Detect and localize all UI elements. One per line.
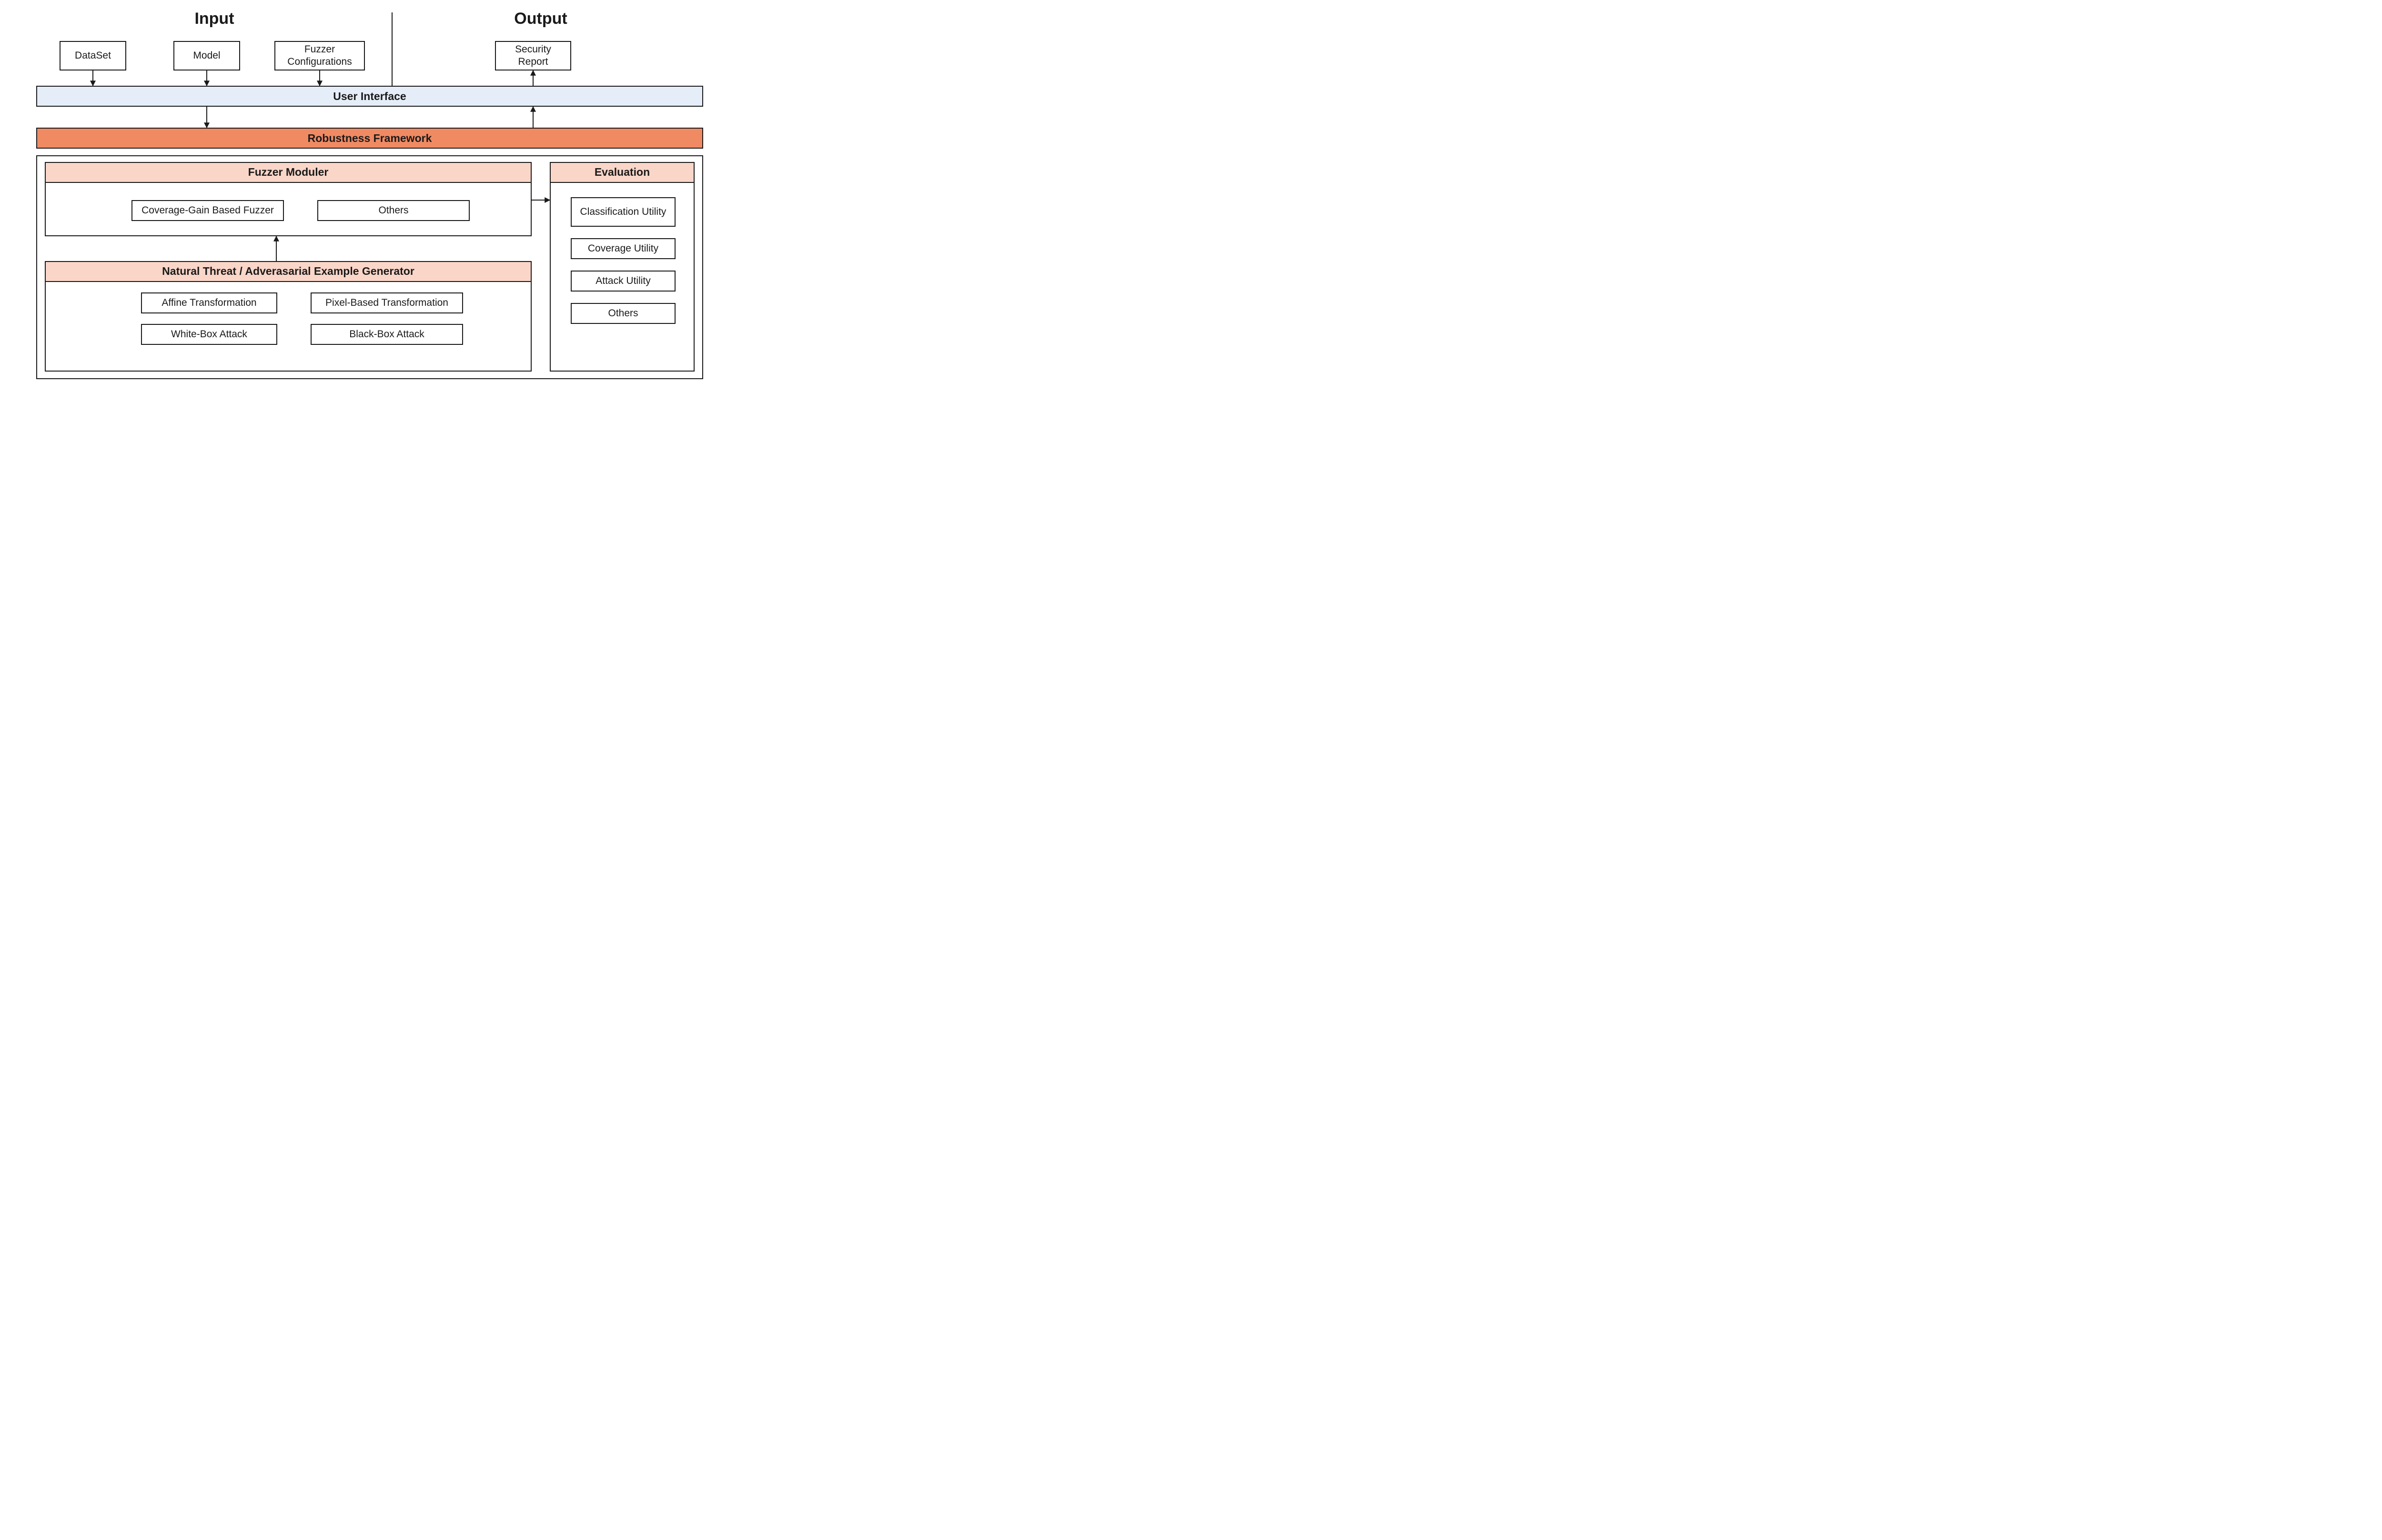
evaluation-title: Evaluation	[551, 163, 694, 183]
generator-panel: Natural Threat / Adverasarial Example Ge…	[45, 261, 532, 372]
io-divider	[392, 12, 393, 86]
affine-transformation-box: Affine Transformation	[141, 292, 277, 313]
coverage-gain-fuzzer-box: Coverage-Gain Based Fuzzer	[131, 200, 284, 221]
security-report-box: Security Report	[495, 41, 571, 70]
model-box: Model	[173, 41, 240, 70]
fuzzer-others-box: Others	[317, 200, 470, 221]
output-title: Output	[503, 10, 579, 28]
white-box-attack-box: White-Box Attack	[141, 324, 277, 345]
evaluation-others-box: Others	[571, 303, 676, 324]
user-interface-bar: User Interface	[36, 86, 703, 107]
black-box-attack-box: Black-Box Attack	[311, 324, 463, 345]
pixel-transformation-box: Pixel-Based Transformation	[311, 292, 463, 313]
dataset-box: DataSet	[60, 41, 126, 70]
robustness-framework-bar: Robustness Framework	[36, 128, 703, 149]
input-title: Input	[176, 10, 252, 28]
classification-utility-box: Classification Utility	[571, 197, 676, 227]
generator-title: Natural Threat / Adverasarial Example Ge…	[46, 262, 531, 282]
evaluation-panel: Evaluation Classification Utility Covera…	[550, 162, 695, 372]
fuzzer-moduler-panel: Fuzzer Moduler Coverage-Gain Based Fuzze…	[45, 162, 532, 236]
attack-utility-box: Attack Utility	[571, 271, 676, 292]
fuzzer-moduler-title: Fuzzer Moduler	[46, 163, 531, 183]
coverage-utility-box: Coverage Utility	[571, 238, 676, 259]
fuzzer-config-box: Fuzzer Configurations	[274, 41, 365, 70]
